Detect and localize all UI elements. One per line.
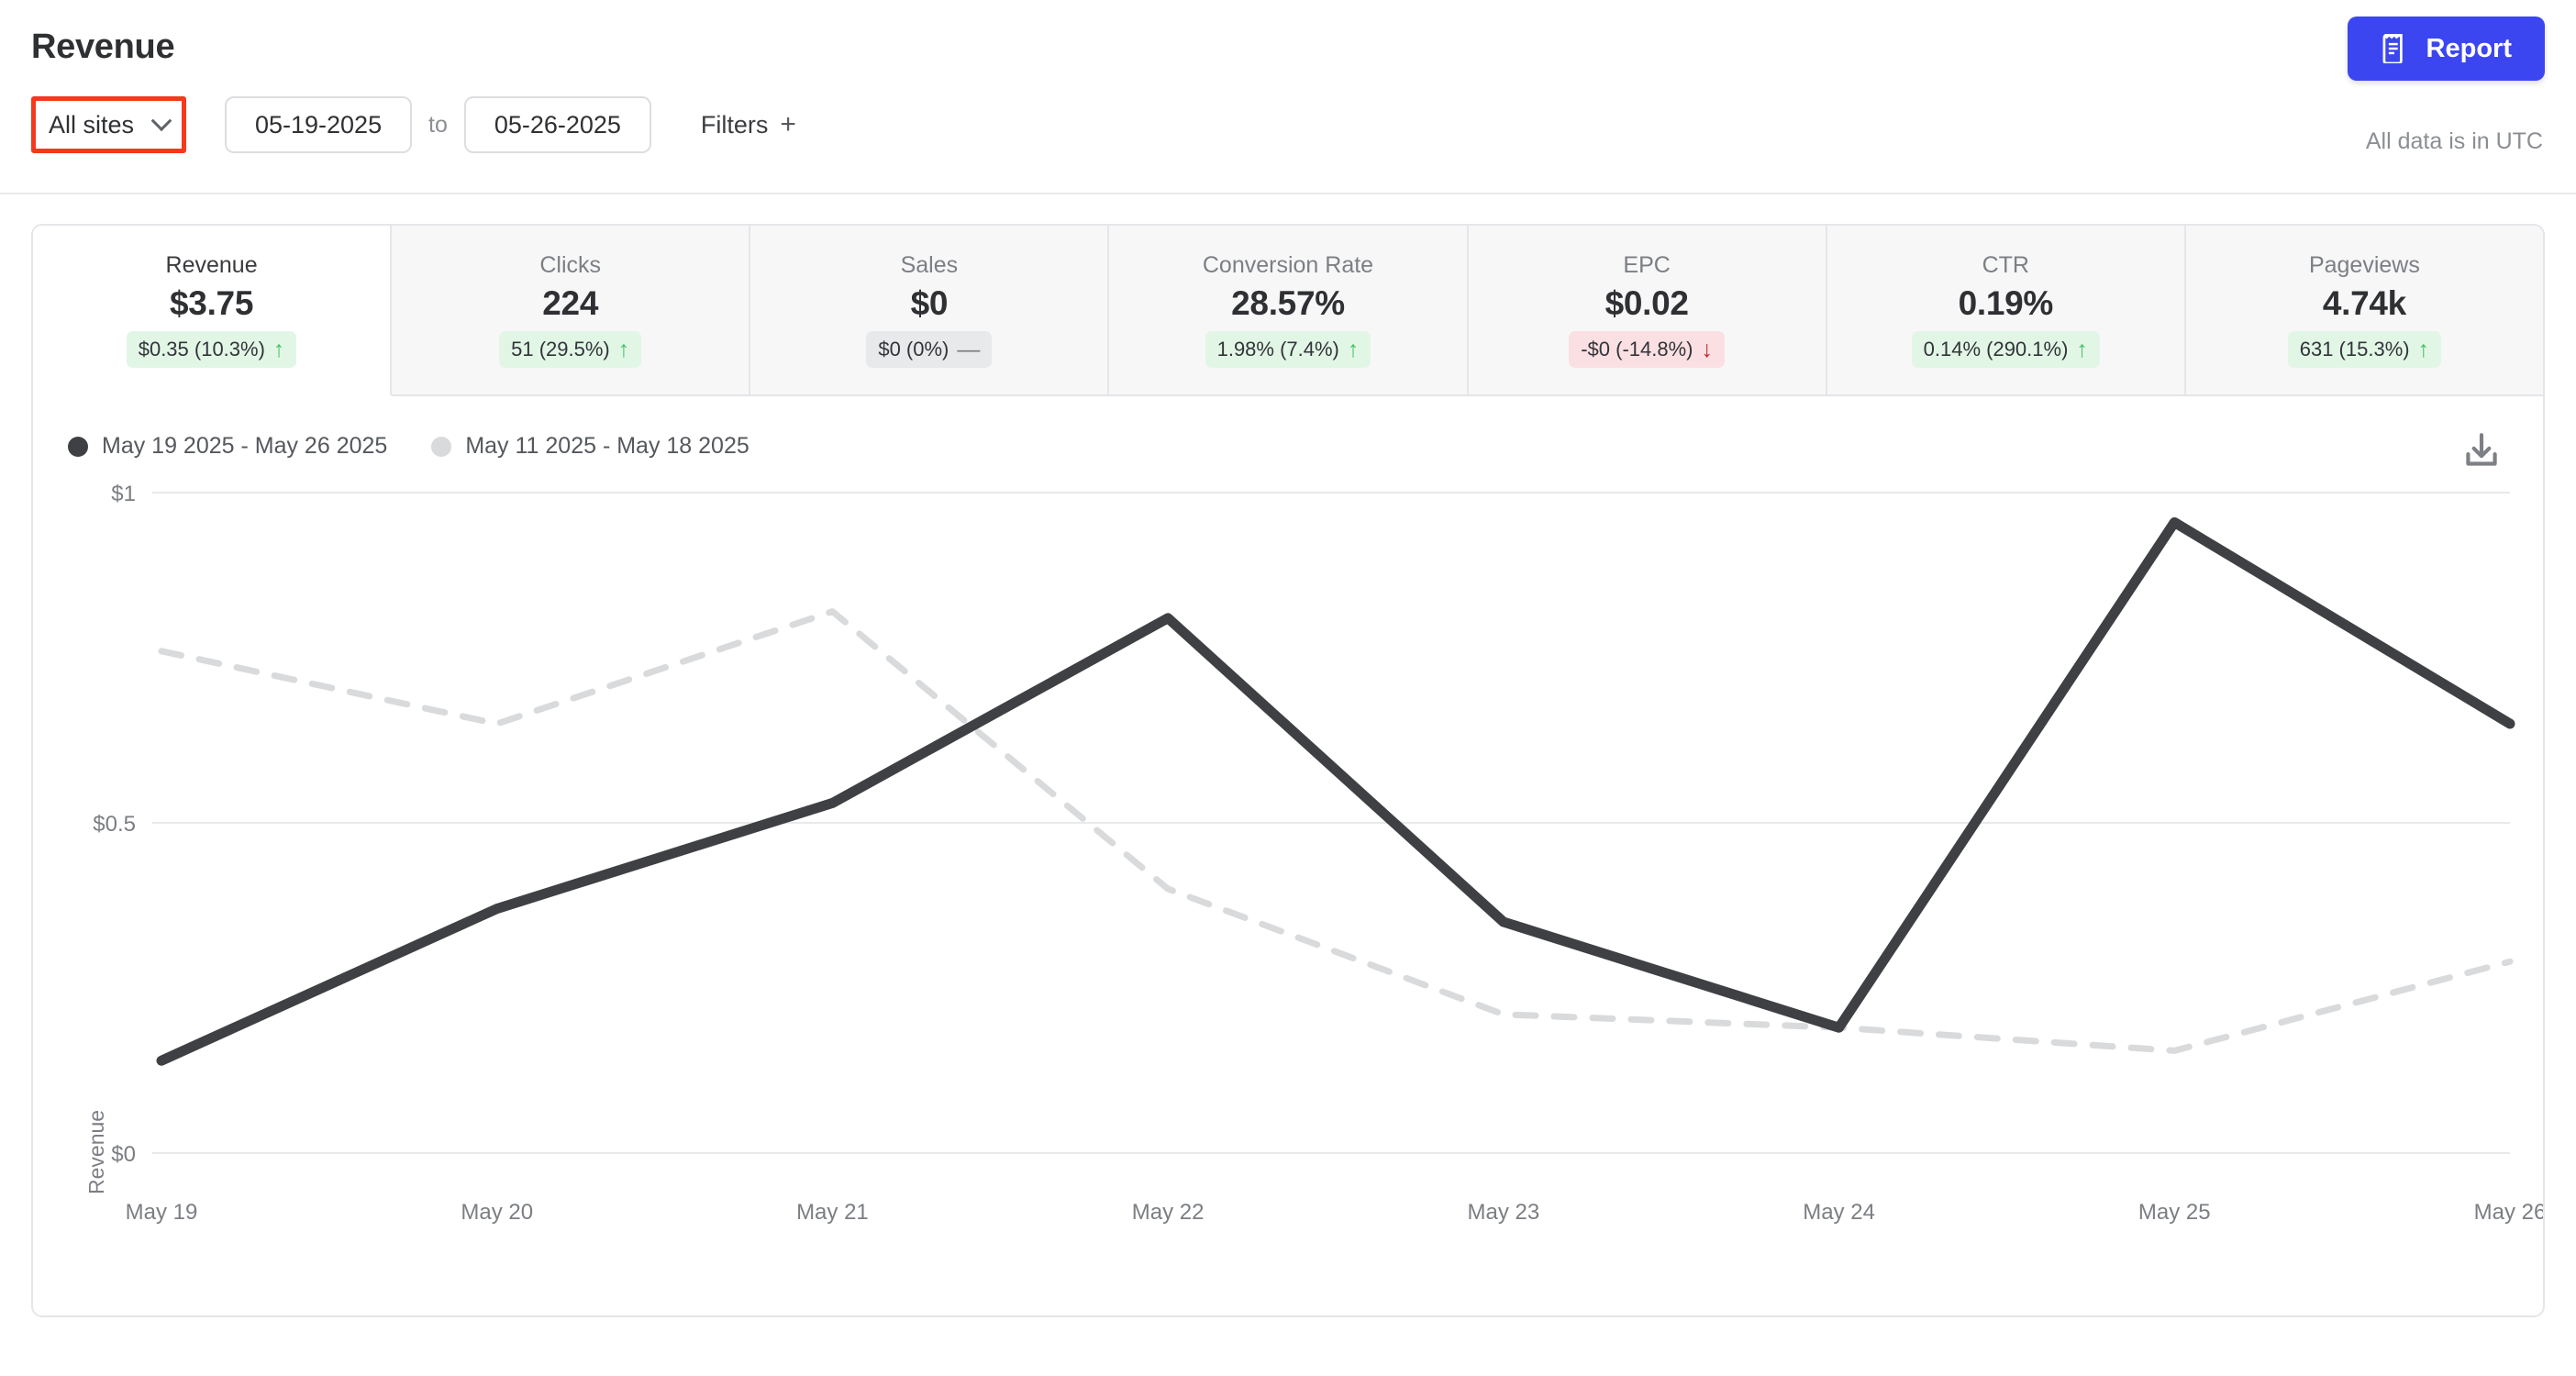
metric-tab-delta-text: -$0 (-14.8%) — [1581, 338, 1693, 361]
metric-tab-label: Pageviews — [2308, 252, 2420, 278]
x-axis-tick-label: May 23 — [1468, 1200, 1540, 1225]
metrics-card: Revenue $3.75 $0.35 (10.3%) ↑ Clicks 224 51 (2… — [31, 224, 2545, 1317]
legend-item[interactable]: May 11 2025 - May 18 2025 — [431, 433, 749, 460]
x-axis-tick-label: May 24 — [1803, 1200, 1875, 1225]
page-title: Revenue — [31, 28, 175, 66]
x-axis-tick-label: May 20 — [461, 1200, 533, 1225]
metric-tab-delta-text: 0.14% (290.1%) — [1923, 338, 2069, 361]
metric-tab-clicks[interactable]: Clicks 224 51 (29.5%) ↑ — [392, 226, 751, 396]
trend-up-icon: ↑ — [1347, 336, 1360, 362]
x-axis-tick-label: May 25 — [2138, 1200, 2211, 1225]
legend-item[interactable]: May 19 2025 - May 26 2025 — [68, 433, 387, 460]
metric-tab-delta-text: $0.35 (10.3%) — [138, 338, 265, 361]
x-axis-tick-label: May 21 — [796, 1200, 869, 1225]
page-header: Revenue All sites 05-19-2025 to 05-26-20… — [0, 0, 2576, 194]
download-icon — [2466, 433, 2497, 466]
metric-tab-delta-badge: -$0 (-14.8%) ↓ — [1569, 331, 1726, 368]
x-axis-tick-label: May 26 — [2474, 1200, 2545, 1225]
trend-up-icon: ↑ — [2076, 336, 2088, 362]
trend-up-icon: ↑ — [2417, 336, 2430, 362]
trend-up-icon: ↑ — [272, 336, 285, 362]
chart-plot: $0 $0.5 $1 May 19 May 20 May 21 May 22 May 23 Ma… — [33, 396, 2543, 1315]
metric-tab-label: CTR — [1982, 252, 2029, 278]
series-line-current — [156, 516, 2515, 1066]
metric-tab-delta-badge: $0 (0%) — — [866, 331, 993, 368]
date-from-input[interactable]: 05-19-2025 — [225, 96, 413, 153]
trend-up-icon: ↑ — [617, 336, 630, 362]
metric-tab-value: $3.75 — [170, 284, 254, 322]
metric-tab-sales[interactable]: Sales $0 $0 (0%) — — [750, 226, 1110, 396]
metric-tab-label: Conversion Rate — [1202, 252, 1374, 278]
metric-tab-ctr[interactable]: CTR 0.19% 0.14% (290.1%) ↑ — [1827, 226, 2186, 396]
filters-button[interactable]: Filters + — [701, 111, 796, 139]
metric-tab-value: 4.74k — [2322, 284, 2406, 322]
y-axis-tick-label: $0 — [111, 1142, 136, 1167]
metric-tab-label: Sales — [900, 252, 959, 278]
metric-tab-delta-text: 51 (29.5%) — [511, 338, 610, 361]
metric-tab-delta-badge: 0.14% (290.1%) ↑ — [1911, 331, 2100, 368]
metric-tab-epc[interactable]: EPC $0.02 -$0 (-14.8%) ↓ — [1468, 226, 1827, 396]
metric-tab-label: Revenue — [165, 252, 258, 278]
legend-label: May 11 2025 - May 18 2025 — [465, 433, 749, 459]
metric-tab-value: 28.57% — [1231, 284, 1345, 322]
metric-tab-delta-badge: 1.98% (7.4%) ↑ — [1205, 331, 1371, 368]
metric-tab-value: $0.02 — [1604, 284, 1689, 322]
trend-down-icon: ↓ — [1701, 336, 1714, 362]
x-axis-tick-label: May 22 — [1132, 1200, 1205, 1225]
metric-tab-conversion-rate[interactable]: Conversion Rate 28.57% 1.98% (7.4%) ↑ — [1109, 226, 1469, 396]
metric-tabs: Revenue $3.75 $0.35 (10.3%) ↑ Clicks 224 51 (2… — [33, 226, 2543, 396]
report-button-label: Report — [2426, 33, 2512, 63]
metric-tab-delta-badge: 51 (29.5%) ↑ — [499, 331, 642, 368]
metric-tab-value: 0.19% — [1958, 284, 2054, 322]
metric-tab-label: EPC — [1623, 252, 1671, 278]
trend-flat-icon: — — [957, 336, 981, 362]
x-axis-tick-label: May 19 — [126, 1200, 198, 1225]
metric-tab-delta-text: $0 (0%) — [878, 338, 949, 361]
metric-tab-revenue[interactable]: Revenue $3.75 $0.35 (10.3%) ↑ — [33, 226, 393, 396]
metric-tab-delta-badge: $0.35 (10.3%) ↑ — [126, 331, 297, 368]
filters-label: Filters — [700, 110, 769, 139]
utc-note: All data is in UTC — [2365, 128, 2543, 154]
metric-tab-pageviews[interactable]: Pageviews 4.74k 631 (15.3%) ↑ — [2185, 226, 2543, 396]
date-range-separator: to — [428, 111, 448, 138]
metric-tab-delta-badge: 631 (15.3%) ↑ — [2287, 331, 2442, 368]
site-selector[interactable]: All sites — [31, 96, 187, 153]
revenue-line-chart: $0 $0.5 $1 May 19 May 20 May 21 May 22 May 23 Ma… — [93, 482, 2545, 1225]
metric-tab-delta-text: 1.98% (7.4%) — [1216, 338, 1339, 361]
report-button[interactable]: Report — [2347, 17, 2545, 81]
metric-tab-delta-text: 631 (15.3%) — [2299, 338, 2410, 361]
chart-legend: May 19 2025 - May 26 2025 May 11 2025 - M… — [33, 396, 2543, 460]
download-button[interactable] — [2459, 429, 2504, 475]
y-axis-tick-label: $1 — [111, 482, 136, 506]
legend-color-dot — [68, 436, 88, 457]
filter-toolbar: All sites 05-19-2025 to 05-26-2025 Filte… — [31, 96, 2545, 153]
series-line-previous — [158, 608, 2514, 1054]
receipt-icon — [2382, 34, 2403, 63]
metric-tab-value: $0 — [910, 284, 949, 322]
date-to-input[interactable]: 05-26-2025 — [463, 96, 651, 153]
chevron-down-icon — [150, 110, 172, 132]
legend-color-dot — [431, 436, 452, 457]
site-selector-label: All sites — [49, 110, 135, 139]
plus-icon: + — [780, 109, 796, 139]
legend-label: May 19 2025 - May 26 2025 — [102, 433, 388, 459]
chart-area: May 19 2025 - May 26 2025 May 11 2025 - M… — [33, 396, 2543, 1315]
metric-tab-value: 224 — [542, 284, 599, 322]
y-axis-tick-label: $0.5 — [93, 812, 136, 837]
metric-tab-label: Clicks — [539, 252, 602, 278]
